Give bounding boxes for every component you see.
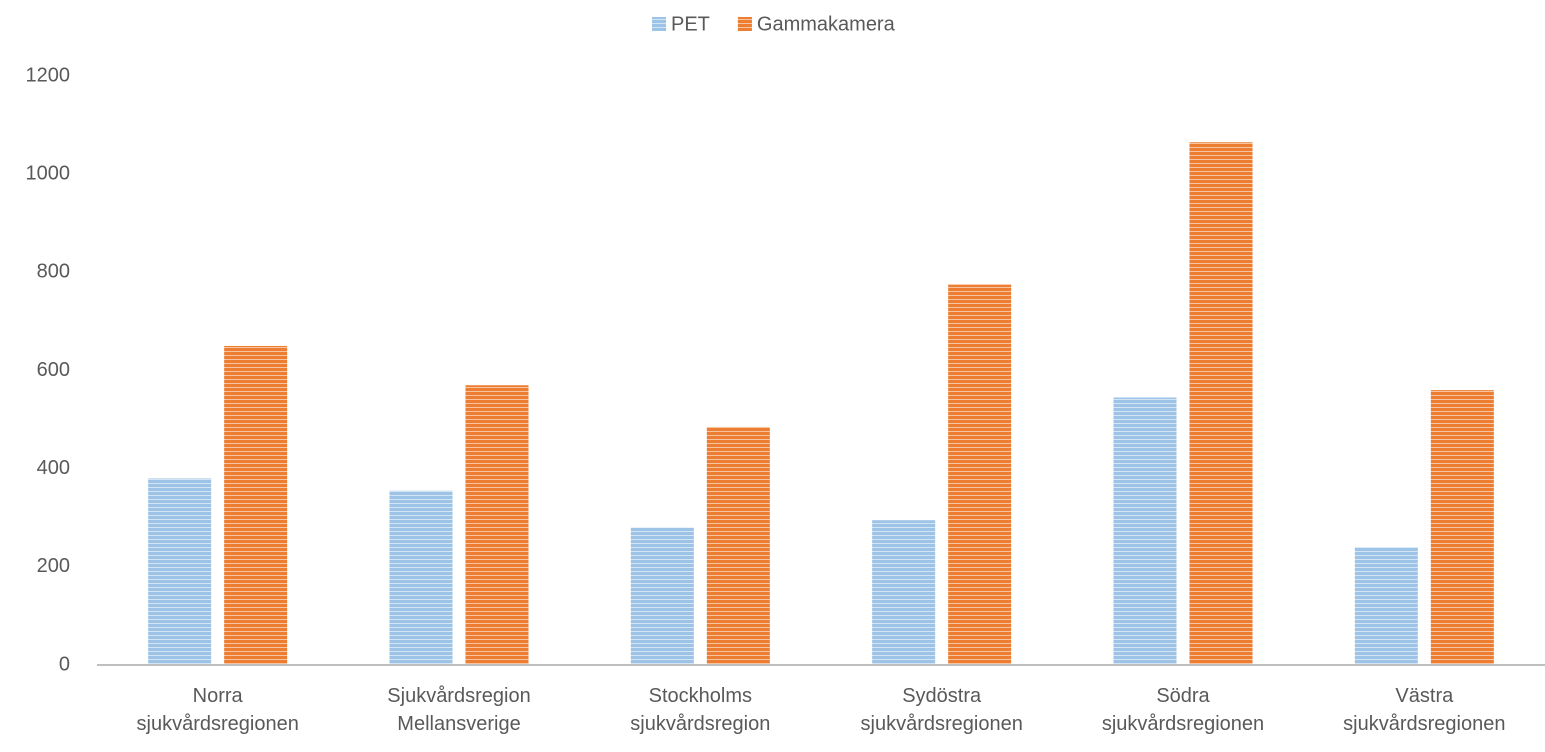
bar — [148, 478, 212, 665]
bar — [1113, 397, 1177, 665]
y-tick-label: 1200 — [26, 64, 71, 86]
bar — [948, 284, 1012, 665]
y-tick-label: 200 — [37, 555, 70, 577]
y-tick-label: 1000 — [26, 162, 71, 184]
bar — [630, 527, 694, 665]
x-tick-label: Västra sjukvårdsregionen — [1343, 685, 1505, 735]
y-tick-label: 600 — [37, 359, 70, 381]
legend-label: PET — [671, 13, 710, 35]
x-tick-label: Sjukvårdsregion Mellansverige — [387, 685, 530, 735]
x-tick-label: Sydöstra sjukvårdsregionen — [861, 685, 1023, 735]
bar — [1430, 390, 1494, 665]
bar — [465, 385, 529, 665]
x-tick-label: Södra sjukvårdsregionen — [1102, 685, 1264, 735]
bar — [872, 520, 936, 665]
bar — [389, 490, 453, 665]
x-tick-label: Norra sjukvårdsregionen — [137, 685, 299, 735]
x-tick-label: Stockholms sjukvårdsregion — [630, 685, 770, 735]
bar — [1354, 547, 1418, 665]
legend-swatch — [652, 17, 666, 31]
y-tick-label: 0 — [59, 653, 70, 675]
bar — [224, 345, 288, 665]
legend-swatch — [737, 17, 752, 31]
bar — [1189, 142, 1253, 665]
bar — [706, 426, 770, 665]
legend-label: Gammakamera — [757, 13, 896, 35]
y-tick-label: 800 — [37, 261, 70, 283]
y-tick-label: 400 — [37, 457, 70, 479]
